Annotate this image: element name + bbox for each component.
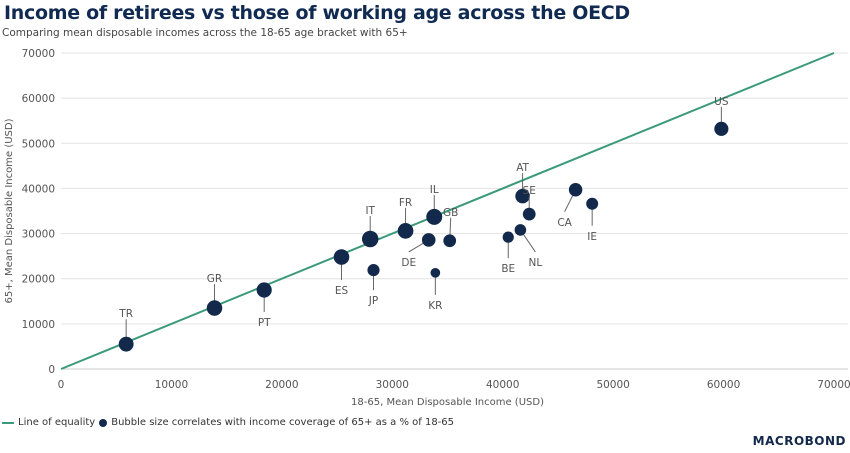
equality-line [60,52,835,370]
macrobond-logo: MACROBOND [752,434,846,448]
data-point-gr [206,300,223,316]
data-point-ca [568,183,583,197]
point-label: FR [399,197,412,209]
point-label: ES [335,285,349,297]
point-label: TR [118,308,133,320]
point-label: KR [428,300,442,312]
y-tick-label: 60000 [22,93,55,105]
data-point-il [426,208,443,225]
point-label: IL [430,184,439,196]
data-point-be [502,231,514,243]
point-label: BE [501,263,515,275]
x-tick-label: 50000 [596,379,629,391]
data-point-gb [443,234,457,248]
point-label: DE [401,257,416,269]
chart-title: Income of retirees vs those of working a… [4,2,630,24]
data-point-at [515,188,530,204]
y-axis-label: 65+, Mean Disposable Income (USD) [4,118,15,303]
x-tick-label: 30000 [376,379,409,391]
y-tick-label: 10000 [22,319,55,331]
x-axis-label: 18-65, Mean Disposable Income (USD) [351,397,544,408]
y-tick-label: 40000 [22,183,55,195]
x-tick-label: 70000 [817,379,850,391]
y-tick-label: 0 [48,364,55,376]
legend: Line of equality Bubble size correlates … [2,417,454,428]
point-label: US [714,96,729,108]
data-point-jp [367,264,380,277]
data-point-es [333,249,350,265]
point-label: CA [557,217,572,229]
y-tick-label: 70000 [22,48,55,60]
data-point-nl [514,224,527,236]
chart-subtitle: Comparing mean disposable incomes across… [2,27,408,39]
point-label: GR [207,273,222,285]
point-label: PT [258,317,271,329]
data-point-se [522,207,536,221]
data-point-kr [430,268,441,278]
legend-bubble: Bubble size correlates with income cover… [111,417,455,428]
data-point-tr [118,336,134,352]
data-point-pt [256,282,272,298]
point-label: IT [365,205,375,217]
point-label: SE [523,185,536,197]
y-tick-label: 30000 [22,229,55,241]
point-label: NL [529,257,543,269]
point-label: AT [516,162,529,174]
y-tick-label: 50000 [22,138,55,150]
x-tick-label: 20000 [265,379,298,391]
point-label: IE [587,231,597,243]
y-tick-label: 20000 [22,274,55,286]
x-tick-label: 60000 [707,379,740,391]
x-tick-label: 0 [58,379,65,391]
x-tick-label: 40000 [486,379,519,391]
point-label: GB [443,207,458,219]
data-point-de [421,233,436,247]
point-label: JP [368,295,378,307]
legend-line-swatch [2,421,14,424]
legend-bubble-swatch [99,418,108,427]
legend-equality: Line of equality [18,417,96,428]
x-tick-label: 10000 [155,379,188,391]
data-point-it [361,230,379,248]
data-point-fr [397,223,414,239]
data-point-ie [586,197,599,210]
data-point-us [714,121,729,136]
